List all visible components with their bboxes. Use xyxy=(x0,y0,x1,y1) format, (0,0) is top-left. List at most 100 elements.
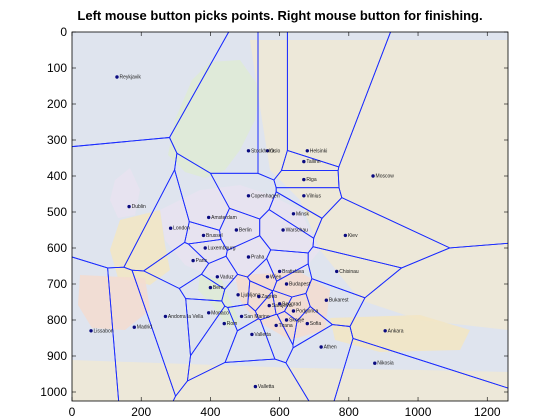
city-point xyxy=(246,255,251,259)
x-tick-label: 800 xyxy=(339,405,359,419)
city-point xyxy=(239,314,244,319)
city-point xyxy=(281,228,285,232)
voronoi-cell xyxy=(333,337,508,401)
city-label: Copenhagen xyxy=(251,193,280,199)
city-point xyxy=(267,303,271,308)
city-point xyxy=(277,302,282,306)
land-france xyxy=(110,210,170,285)
city-label: Warschau xyxy=(286,228,309,234)
land-central-europe xyxy=(160,185,320,285)
city-label: Praha xyxy=(251,255,265,261)
city-label: Oslo xyxy=(270,148,281,154)
voronoi-edges xyxy=(72,32,508,401)
city-label: Bern xyxy=(213,285,224,291)
x-tick-label: 200 xyxy=(131,405,151,419)
city-point xyxy=(324,298,329,302)
x-axis: 0 200 400 600 800 1000 1200 xyxy=(69,32,501,419)
city-point xyxy=(206,311,211,315)
city-point xyxy=(277,269,282,274)
city-point xyxy=(246,194,251,198)
city-label: Luxembourg xyxy=(208,246,236,252)
city-point xyxy=(201,233,206,238)
y-tick-label: 200 xyxy=(47,97,67,111)
voronoi-cell xyxy=(131,269,191,397)
city-label: Reykjavik xyxy=(119,75,141,81)
voronoi-cell xyxy=(172,358,310,401)
y-tick-label: 600 xyxy=(47,241,67,255)
city-label: Rom xyxy=(227,321,238,327)
y-tick-label: 800 xyxy=(47,313,67,327)
city-label: Riga xyxy=(306,177,317,183)
y-tick-label: 700 xyxy=(47,277,67,291)
city-label: Andorra la Vella xyxy=(168,314,204,320)
europe-map-background xyxy=(72,40,508,401)
city-label: Monaco xyxy=(211,310,229,316)
city-point xyxy=(302,194,306,198)
city-label: Budapest xyxy=(289,282,311,288)
city-point xyxy=(265,149,270,153)
city-label: Valletta xyxy=(254,332,271,338)
city-label: Nikosia xyxy=(377,361,394,367)
y-axis: 0 100 200 300 400 500 600 700 800 900 1000 xyxy=(40,25,508,399)
city-point xyxy=(291,309,296,313)
city-point xyxy=(250,332,254,337)
land-scandinavia xyxy=(168,60,260,178)
city-label: Valletta xyxy=(258,384,275,390)
land-iberia xyxy=(78,275,150,330)
city-label: Wien xyxy=(270,274,282,280)
y-tick-label: 300 xyxy=(47,133,67,147)
x-tick-label: 600 xyxy=(270,405,290,419)
city-point xyxy=(302,177,306,182)
city-label: Athen xyxy=(324,345,337,351)
city-point xyxy=(206,215,211,220)
city-point xyxy=(371,174,375,178)
y-tick-label: 900 xyxy=(47,349,67,363)
city-point xyxy=(274,323,278,328)
city-point xyxy=(284,282,289,286)
city-point xyxy=(305,149,310,153)
city-point xyxy=(302,159,306,164)
city-label: Dublin xyxy=(132,204,146,210)
y-tick-label: 0 xyxy=(60,25,67,39)
city-point xyxy=(215,275,220,279)
city-label: Sofia xyxy=(310,321,322,327)
x-tick-label: 1200 xyxy=(474,405,501,419)
city-label: Kiev xyxy=(348,233,358,239)
x-tick-label: 0 xyxy=(69,405,76,419)
y-tick-label: 1000 xyxy=(40,385,67,399)
city-label: Tallinn xyxy=(306,159,320,165)
city-point xyxy=(257,294,261,299)
city-point xyxy=(343,233,348,238)
y-tick-label: 100 xyxy=(47,61,67,75)
city-point xyxy=(89,329,93,333)
city-point xyxy=(305,321,310,326)
city-label: Madrid xyxy=(137,325,153,331)
city-label: Skopje xyxy=(289,318,305,324)
land-britain xyxy=(110,168,140,218)
city-label: Brussel xyxy=(206,233,223,239)
city-label: Ankara xyxy=(388,328,404,334)
plot-title: Left mouse button picks points. Right mo… xyxy=(77,8,483,23)
city-point xyxy=(284,318,289,322)
city-label: Zagreb xyxy=(261,294,277,300)
city-label: Bukarest xyxy=(329,298,349,304)
city-label: Paris xyxy=(196,258,208,264)
city-label: Amsterdam xyxy=(211,215,237,221)
x-tick-label: 400 xyxy=(200,405,220,419)
city-label: Helsinki xyxy=(310,148,328,154)
city-label: Beograd xyxy=(282,301,301,307)
city-point xyxy=(127,204,131,209)
city-label: Minsk xyxy=(296,211,310,217)
city-point xyxy=(335,269,339,274)
city-label: Stockholm xyxy=(251,148,274,154)
city-point xyxy=(191,258,195,263)
y-tick-label: 500 xyxy=(47,205,67,219)
city-point xyxy=(319,345,323,349)
y-tick-label: 400 xyxy=(47,169,67,183)
city-label: Podgorica xyxy=(296,309,319,315)
city-label: Sarajevo xyxy=(272,303,292,309)
city-point xyxy=(373,361,377,365)
city-label: Vaduz xyxy=(220,274,234,280)
city-point xyxy=(208,285,213,290)
